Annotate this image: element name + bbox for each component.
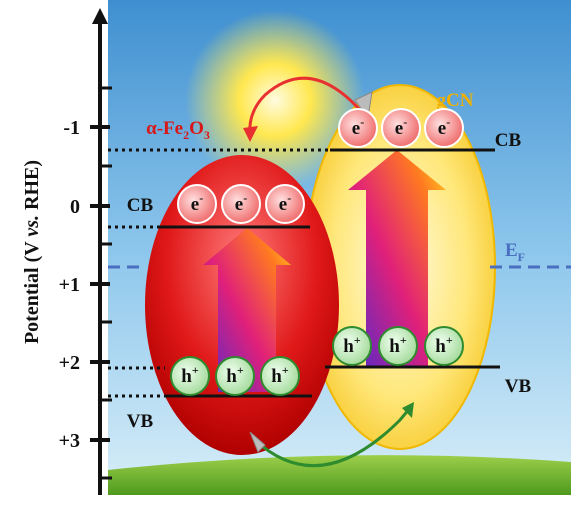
hole: h+ — [389, 333, 407, 357]
charge: + — [354, 333, 361, 347]
symbol: h — [343, 336, 354, 357]
excitation-arrow — [348, 150, 446, 367]
tick-label: 0 — [70, 196, 80, 218]
electron: e- — [235, 191, 247, 215]
label-part: α-Fe — [146, 118, 183, 139]
tick-label: +2 — [59, 352, 80, 374]
fe2o3-label: α-Fe2O3 — [146, 118, 210, 142]
symbol: h — [181, 366, 192, 387]
excitation-arrow — [203, 228, 291, 392]
label-part: 3 — [204, 128, 210, 142]
charge: + — [400, 333, 407, 347]
cb-label: CB — [127, 195, 154, 216]
electron-circle — [221, 184, 261, 224]
symbol: e — [395, 118, 403, 139]
symbol: e — [438, 118, 446, 139]
cb-label: CB — [495, 130, 522, 151]
charge: - — [287, 191, 291, 205]
y-axis-label: Potential (V vs. RHE) — [21, 160, 43, 344]
electron-circle — [424, 108, 464, 148]
hole-circle — [424, 326, 464, 366]
gcn-label: gCN — [437, 90, 474, 111]
electron-circle — [177, 184, 217, 224]
electron: e- — [438, 115, 450, 139]
label-part: F — [518, 250, 525, 264]
charge: + — [446, 333, 453, 347]
electron: e- — [191, 191, 203, 215]
hole: h+ — [226, 363, 244, 387]
symbol: e — [191, 194, 199, 215]
charge: + — [192, 363, 199, 377]
hole: h+ — [343, 333, 361, 357]
charge: - — [403, 115, 407, 129]
hole-circle — [332, 326, 372, 366]
tick-label: +1 — [59, 274, 80, 296]
label-part: 2 — [183, 128, 189, 142]
charge: - — [243, 191, 247, 205]
symbol: h — [435, 336, 446, 357]
label-part: vs. — [21, 215, 43, 237]
electron-circle — [265, 184, 305, 224]
axis-arrowhead — [92, 8, 108, 24]
electron-circle — [381, 108, 421, 148]
band-edges — [160, 148, 500, 398]
transfer-arrow — [248, 76, 362, 136]
hole-circle — [260, 356, 300, 396]
charge: + — [282, 363, 289, 377]
label-part: O — [189, 118, 204, 139]
electron: e- — [352, 115, 364, 139]
grass — [108, 455, 571, 495]
electron: e- — [395, 115, 407, 139]
hole: h+ — [271, 363, 289, 387]
tick-label: +3 — [59, 430, 80, 452]
symbol: h — [271, 366, 282, 387]
tick-label: -1 — [63, 117, 80, 139]
symbol: h — [226, 366, 237, 387]
vb-label: VB — [127, 411, 154, 432]
label-part: RHE) — [21, 160, 43, 215]
charge: - — [446, 115, 450, 129]
hole-circle — [215, 356, 255, 396]
symbol: e — [279, 194, 287, 215]
hole-circle — [170, 356, 210, 396]
hole-circle — [378, 326, 418, 366]
sun — [185, 10, 365, 190]
symbol: e — [352, 118, 360, 139]
hole: h+ — [181, 363, 199, 387]
transfer-arrow — [253, 407, 412, 468]
electron-circle — [338, 108, 378, 148]
label-part: Potential (V — [21, 237, 43, 344]
label-part: E — [505, 240, 518, 261]
symbol: h — [389, 336, 400, 357]
dotted-levels — [108, 148, 330, 398]
symbol: e — [235, 194, 243, 215]
hole: h+ — [435, 333, 453, 357]
fermi-label: EF — [505, 240, 525, 264]
arrowhead — [402, 402, 414, 418]
charge: - — [360, 115, 364, 129]
charge: + — [237, 363, 244, 377]
vb-label: VB — [505, 376, 532, 397]
arrow-tail — [249, 431, 266, 453]
electron: e- — [279, 191, 291, 215]
charge: - — [199, 191, 203, 205]
arrowhead — [243, 126, 258, 142]
